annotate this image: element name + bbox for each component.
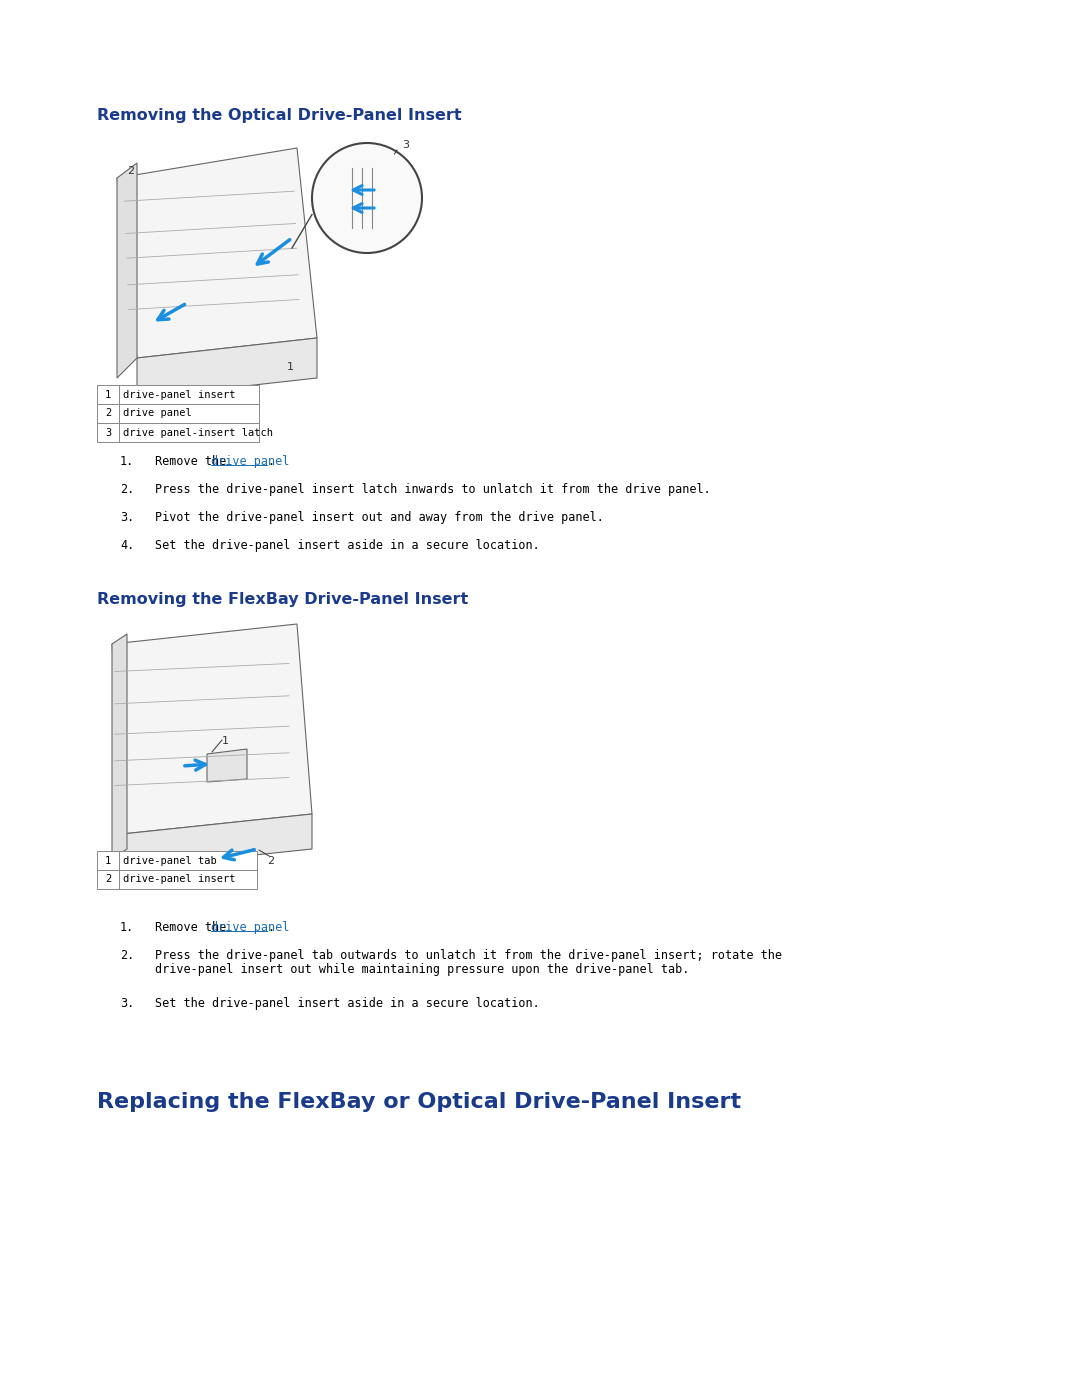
Text: drive panel-insert latch: drive panel-insert latch bbox=[123, 427, 273, 437]
Text: drive panel: drive panel bbox=[211, 455, 289, 468]
Text: Pivot the drive-panel insert out and away from the drive panel.: Pivot the drive-panel insert out and awa… bbox=[156, 511, 604, 524]
Text: 1: 1 bbox=[287, 362, 294, 372]
Bar bbox=[97, 386, 259, 404]
Bar bbox=[97, 851, 257, 870]
Text: 3.: 3. bbox=[120, 511, 134, 524]
Polygon shape bbox=[117, 163, 137, 379]
Text: 1: 1 bbox=[222, 736, 229, 746]
Circle shape bbox=[312, 142, 422, 253]
Text: 2: 2 bbox=[127, 166, 134, 176]
Text: Replacing the FlexBay or Optical Drive-Panel Insert: Replacing the FlexBay or Optical Drive-P… bbox=[97, 1092, 741, 1112]
Bar bbox=[97, 423, 259, 441]
Polygon shape bbox=[207, 749, 247, 782]
Text: Removing the Optical Drive-Panel Insert: Removing the Optical Drive-Panel Insert bbox=[97, 108, 461, 123]
Polygon shape bbox=[122, 814, 312, 869]
Text: drive-panel insert: drive-panel insert bbox=[123, 875, 235, 884]
Polygon shape bbox=[112, 634, 127, 859]
Polygon shape bbox=[137, 338, 318, 398]
Polygon shape bbox=[112, 624, 312, 834]
Bar bbox=[97, 870, 257, 888]
Text: drive-panel insert out while maintaining pressure upon the drive-panel tab.: drive-panel insert out while maintaining… bbox=[156, 963, 689, 975]
Bar bbox=[97, 404, 259, 423]
Text: 1.: 1. bbox=[120, 921, 134, 935]
Text: Press the drive-panel tab outwards to unlatch it from the drive-panel insert; ro: Press the drive-panel tab outwards to un… bbox=[156, 949, 782, 963]
Text: .: . bbox=[267, 455, 274, 468]
Text: drive-panel insert: drive-panel insert bbox=[123, 390, 235, 400]
Text: drive panel: drive panel bbox=[123, 408, 192, 419]
Text: Remove the: Remove the bbox=[156, 921, 233, 935]
Polygon shape bbox=[117, 148, 318, 358]
Text: Remove the: Remove the bbox=[156, 455, 233, 468]
Text: 1.: 1. bbox=[120, 455, 134, 468]
Text: Set the drive-panel insert aside in a secure location.: Set the drive-panel insert aside in a se… bbox=[156, 997, 540, 1010]
Text: 2.: 2. bbox=[120, 949, 134, 963]
Text: 3.: 3. bbox=[120, 997, 134, 1010]
Text: 3: 3 bbox=[105, 427, 111, 437]
Text: Removing the FlexBay Drive-Panel Insert: Removing the FlexBay Drive-Panel Insert bbox=[97, 592, 469, 608]
Text: drive panel: drive panel bbox=[211, 921, 289, 935]
Text: 4.: 4. bbox=[120, 539, 134, 552]
Text: 1: 1 bbox=[105, 855, 111, 866]
Text: .: . bbox=[267, 921, 274, 935]
Text: 2: 2 bbox=[105, 408, 111, 419]
Text: Press the drive-panel insert latch inwards to unlatch it from the drive panel.: Press the drive-panel insert latch inwar… bbox=[156, 483, 711, 496]
Text: 3: 3 bbox=[402, 140, 409, 149]
Text: 2.: 2. bbox=[120, 483, 134, 496]
Text: 1: 1 bbox=[105, 390, 111, 400]
Text: 2: 2 bbox=[105, 875, 111, 884]
Text: 2: 2 bbox=[267, 856, 274, 866]
Text: drive-panel tab: drive-panel tab bbox=[123, 855, 217, 866]
Text: Set the drive-panel insert aside in a secure location.: Set the drive-panel insert aside in a se… bbox=[156, 539, 540, 552]
